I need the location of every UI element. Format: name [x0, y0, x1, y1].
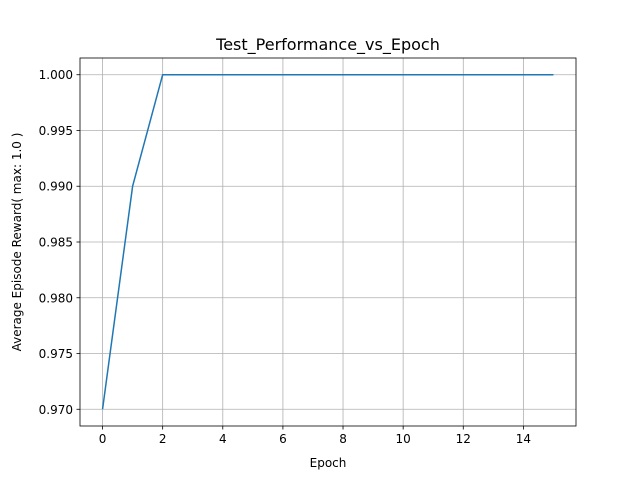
data-point	[102, 408, 104, 410]
x-tick-label: 6	[279, 432, 287, 446]
tick-layer: 0 2 4 6 8 10 12 14 0.970 0.975 0.980 0.985 0.990 0.99…	[39, 68, 531, 446]
data-point	[132, 185, 134, 187]
data-point	[282, 74, 284, 76]
x-tick-label: 12	[456, 432, 471, 446]
y-tick-label: 0.995	[39, 124, 73, 138]
y-tick-label: 0.975	[39, 347, 73, 361]
y-axis-label: Average Episode Reward( max: 1.0 )	[10, 133, 24, 352]
data-point	[553, 74, 555, 76]
grid-layer	[80, 58, 576, 426]
data-point	[523, 74, 525, 76]
series-layer	[101, 73, 555, 410]
x-tick-label: 0	[99, 432, 107, 446]
data-point	[432, 74, 434, 76]
x-tick-label: 4	[219, 432, 227, 446]
data-point	[312, 74, 314, 76]
data-point	[342, 74, 344, 76]
data-point	[462, 74, 464, 76]
chart-title: Test_Performance_vs_Epoch	[215, 35, 440, 55]
data-point	[192, 74, 194, 76]
data-point	[493, 74, 495, 76]
data-point	[162, 74, 164, 76]
y-tick-label: 0.980	[39, 291, 73, 305]
data-point	[372, 74, 374, 76]
data-point	[222, 74, 224, 76]
y-tick-label: 0.990	[39, 180, 73, 194]
y-tick-label: 0.970	[39, 403, 73, 417]
data-point	[402, 74, 404, 76]
x-axis-label: Epoch	[310, 456, 347, 470]
y-tick-label: 0.985	[39, 236, 73, 250]
data-point	[252, 74, 254, 76]
series-line	[101, 73, 554, 410]
y-tick-label: 1.000	[39, 68, 73, 82]
x-tick-label: 8	[339, 432, 347, 446]
x-tick-label: 14	[516, 432, 531, 446]
x-tick-label: 10	[396, 432, 411, 446]
x-tick-label: 2	[159, 432, 167, 446]
